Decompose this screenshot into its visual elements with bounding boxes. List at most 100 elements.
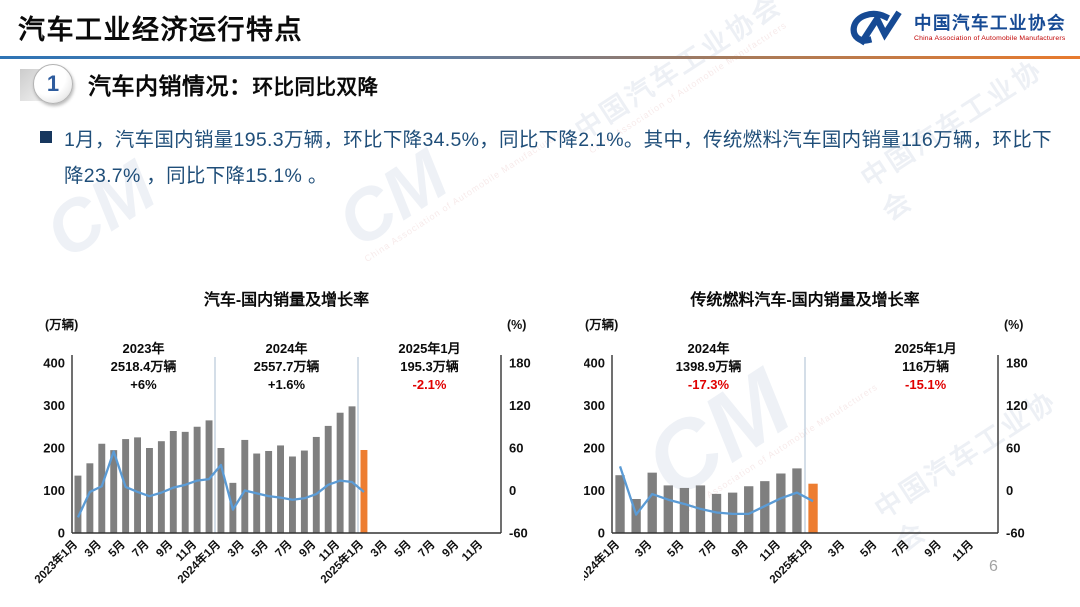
svg-text:11月: 11月: [950, 538, 976, 564]
sales-bar: [336, 412, 344, 533]
page-title: 汽车工业经济运行特点: [18, 15, 303, 45]
svg-text:200: 200: [584, 441, 605, 456]
svg-text:3月: 3月: [632, 538, 654, 560]
svg-text:300: 300: [584, 398, 605, 413]
svg-text:0: 0: [598, 526, 605, 541]
sales-bar: [146, 448, 153, 533]
sales-bar: [312, 436, 320, 533]
header-divider: [0, 56, 1080, 59]
svg-text:5月: 5月: [106, 538, 128, 560]
section-title-sub: 环比同比双降: [252, 76, 379, 99]
sales-bar: [134, 437, 141, 533]
page-number: 6: [989, 558, 998, 575]
chart-svg: 400 300 200 100 0 180 120 60 0 -60 汽车-国内销量及增长率 (万辆)…: [31, 290, 531, 586]
svg-text:2024年: 2024年: [688, 341, 730, 356]
svg-text:+6%: +6%: [130, 377, 157, 392]
bullet-square-icon: [40, 131, 52, 143]
sales-bar: [324, 425, 332, 533]
svg-text:(%): (%): [1004, 318, 1023, 332]
svg-text:-60: -60: [509, 526, 528, 541]
svg-text:9月: 9月: [729, 538, 751, 560]
sales-bar: [776, 473, 786, 533]
auto-domestic-sales-chart: 400 300 200 100 0 180 120 60 0 -60 汽车-国内销量及增长率 (万辆)…: [20, 283, 545, 605]
svg-text:9月: 9月: [297, 538, 319, 560]
sales-bar: [744, 486, 754, 533]
svg-text:0: 0: [509, 483, 516, 498]
sales-bar: [348, 406, 356, 533]
svg-text:3月: 3月: [82, 538, 104, 560]
sales-bar: [615, 475, 625, 533]
svg-text:9月: 9月: [440, 538, 462, 560]
svg-text:0: 0: [1006, 483, 1013, 498]
svg-text:2557.7万辆: 2557.7万辆: [254, 359, 320, 374]
svg-text:180: 180: [1006, 356, 1028, 371]
svg-text:9月: 9月: [154, 538, 176, 560]
svg-text:2023年: 2023年: [123, 341, 165, 356]
sales-bar: [98, 443, 106, 533]
sales-bar: [217, 448, 225, 533]
svg-text:7月: 7月: [273, 538, 295, 560]
svg-text:+1.6%: +1.6%: [268, 377, 306, 392]
svg-text:9月: 9月: [922, 538, 944, 560]
svg-text:2024年: 2024年: [266, 341, 308, 356]
svg-text:60: 60: [1006, 441, 1020, 456]
svg-text:195.3万辆: 195.3万辆: [400, 359, 459, 374]
svg-text:400: 400: [43, 356, 65, 371]
svg-text:7月: 7月: [697, 538, 719, 560]
svg-text:7月: 7月: [130, 538, 152, 560]
svg-text:-60: -60: [1006, 526, 1025, 541]
svg-text:300: 300: [43, 398, 65, 413]
sales-bar: [289, 456, 296, 533]
svg-text:(%): (%): [507, 318, 526, 332]
svg-text:2025年1月: 2025年1月: [895, 341, 957, 356]
growth-rate-line: [618, 466, 814, 516]
svg-text:2518.4万辆: 2518.4万辆: [111, 359, 177, 374]
svg-text:2023年1月: 2023年1月: [31, 537, 80, 586]
sales-bar: [808, 483, 818, 533]
section-title: 汽车内销情况：环比同比双降: [88, 67, 379, 101]
svg-text:2025年1月: 2025年1月: [398, 341, 460, 356]
sales-bar: [277, 445, 284, 533]
sales-bar: [647, 472, 657, 533]
summary-text: 1月，汽车国内销量195.3万辆，环比下降34.5%，同比下降2.1%。其中，传…: [64, 129, 1052, 188]
sales-bar: [241, 439, 249, 533]
svg-text:120: 120: [1006, 398, 1028, 413]
svg-text:100: 100: [584, 483, 605, 498]
sales-bar: [631, 499, 641, 533]
summary-bullet: 1月，汽车国内销量195.3万辆，环比下降34.5%，同比下降2.1%。其中，传…: [40, 122, 1052, 194]
svg-text:1398.9万辆: 1398.9万辆: [676, 359, 742, 374]
svg-text:(万辆): (万辆): [45, 317, 78, 332]
sales-bar: [157, 441, 165, 533]
caam-logo-en-name: China Association of Automobile Manufact…: [914, 34, 1066, 42]
svg-text:5月: 5月: [249, 538, 271, 560]
svg-text:120: 120: [509, 398, 531, 413]
sales-bar: [679, 487, 690, 533]
chart-svg: 400 300 200 100 0 180 120 60 0 -60 传统燃料汽车-国内销量及增长率…: [573, 290, 1028, 586]
sales-bar: [300, 450, 308, 533]
svg-text:116万辆: 116万辆: [902, 359, 949, 374]
svg-text:7月: 7月: [416, 538, 438, 560]
fuel-vehicle-domestic-sales-chart: 400 300 200 100 0 180 120 60 0 -60 传统燃料汽车-国内销量及增长率…: [573, 283, 1062, 605]
sales-bar: [181, 431, 189, 533]
svg-text:5月: 5月: [858, 538, 880, 560]
caam-logo-icon: [850, 10, 902, 46]
svg-text:5月: 5月: [392, 538, 414, 560]
caam-logo-cn-name: 中国汽车工业协会: [914, 12, 1066, 33]
svg-text:7月: 7月: [890, 538, 912, 560]
svg-text:0: 0: [58, 526, 65, 541]
sales-bar: [663, 485, 673, 533]
sales-bar: [265, 450, 273, 533]
svg-text:3月: 3月: [825, 538, 847, 560]
sales-bar: [169, 431, 177, 533]
caam-logo: 中国汽车工业协会 China Association of Automobile…: [849, 10, 1066, 46]
sales-bar: [74, 475, 82, 533]
svg-text:-17.3%: -17.3%: [688, 377, 730, 392]
svg-text:100: 100: [43, 483, 65, 498]
svg-text:60: 60: [509, 441, 523, 456]
svg-text:2024年1月: 2024年1月: [584, 537, 622, 586]
sales-bar: [86, 463, 94, 533]
svg-text:11月: 11月: [459, 538, 485, 564]
section-title-main: 汽车内销情况：: [88, 73, 253, 99]
svg-text:5月: 5月: [665, 538, 687, 560]
